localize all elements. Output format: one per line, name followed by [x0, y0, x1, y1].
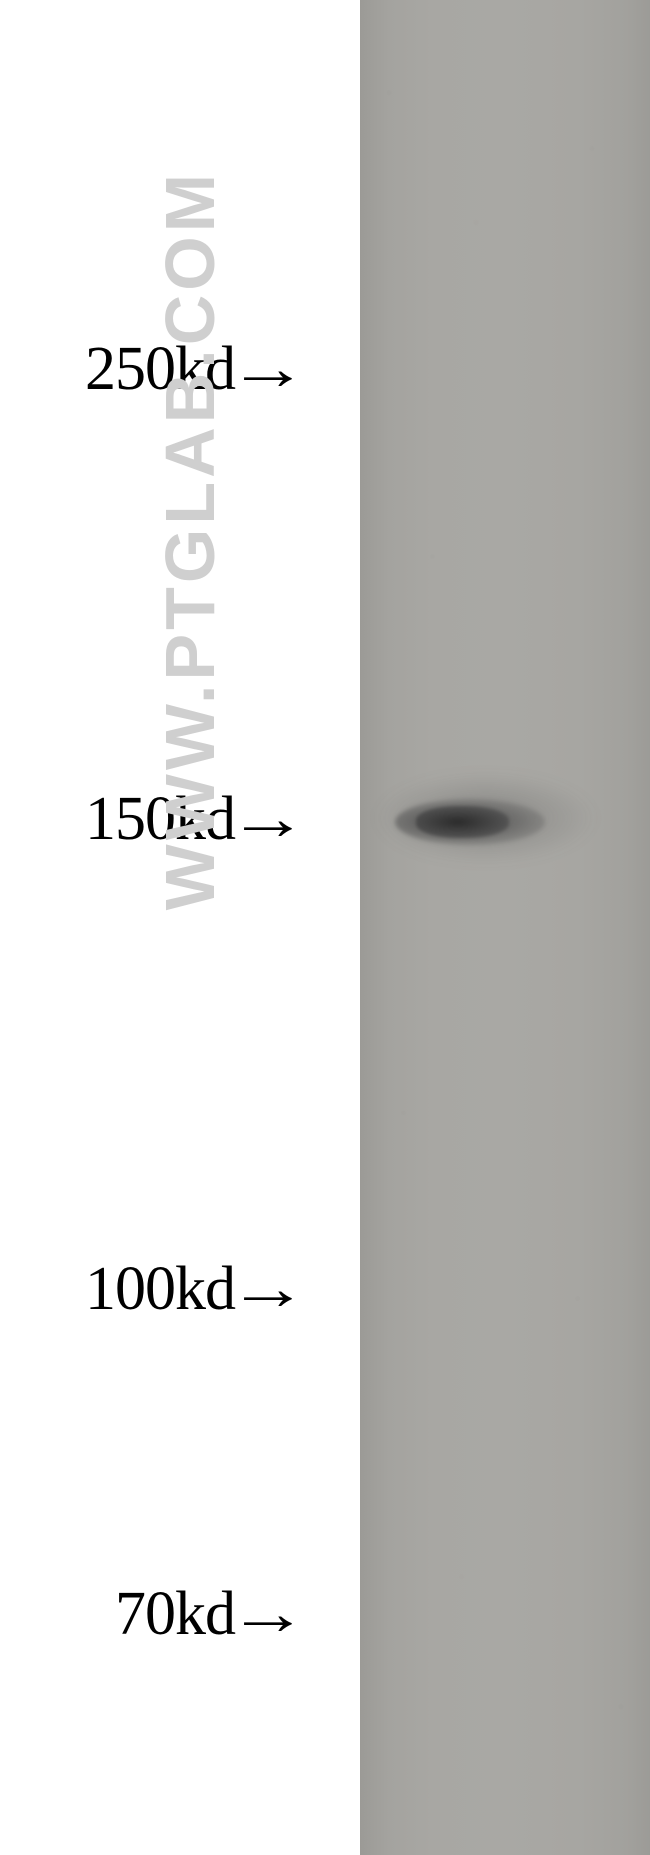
lane-noise [360, 0, 650, 1855]
marker-label-100kd: 100kd [0, 1254, 235, 1325]
marker-70kd: 70kd → [0, 1578, 305, 1652]
marker-label-70kd: 70kd [0, 1579, 235, 1650]
arrow-icon: → [228, 1254, 309, 1325]
marker-label-250kd: 250kd [0, 334, 235, 405]
band-core-150kd [416, 806, 509, 838]
marker-100kd: 100kd → [0, 1253, 305, 1327]
arrow-icon: → [228, 334, 309, 405]
blot-figure: 250kd → 150kd → 100kd → 70kd → WWW.PTGLA… [0, 0, 650, 1855]
marker-150kd: 150kd → [0, 783, 305, 857]
blot-lane [360, 0, 650, 1855]
arrow-icon: → [228, 1579, 309, 1650]
arrow-icon: → [228, 784, 309, 855]
marker-250kd: 250kd → [0, 333, 305, 407]
marker-label-150kd: 150kd [0, 784, 235, 855]
